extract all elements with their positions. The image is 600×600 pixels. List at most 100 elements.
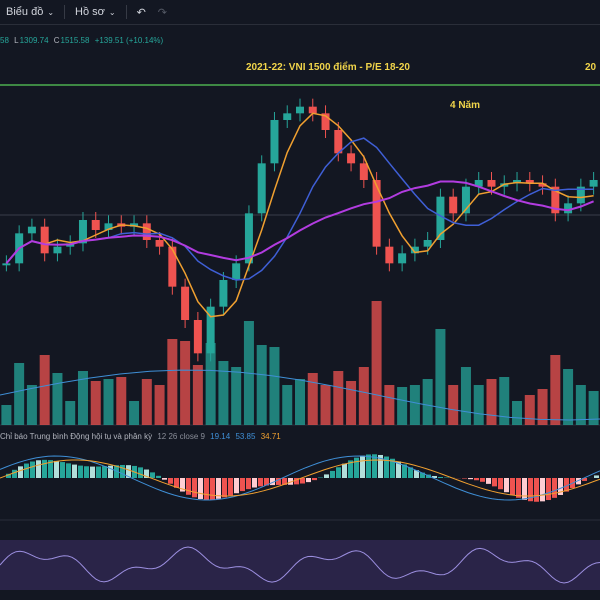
candle-body: [589, 180, 598, 187]
chevron-down-icon: ⌄: [47, 7, 55, 17]
macd-histogram-bar: [414, 470, 419, 478]
volume-bar: [231, 367, 242, 425]
macd-histogram-bar: [372, 454, 377, 478]
volume-bar: [346, 381, 357, 425]
macd-histogram-bar: [138, 467, 143, 478]
macd-histogram-bar: [204, 478, 209, 500]
signal-line: [0, 459, 600, 497]
macd-histogram-bar: [312, 478, 317, 481]
redo-button[interactable]: ↷: [152, 0, 173, 24]
candle-body: [410, 246, 419, 254]
macd-histogram-bar: [336, 467, 341, 478]
macd-histogram-bar: [384, 456, 389, 478]
macd-histogram-bar: [198, 478, 203, 499]
period-annotation: 2021-22: VNI 1500 điểm - P/E 18-20: [246, 62, 410, 73]
volume-bar: [409, 385, 420, 425]
candle-body: [257, 163, 266, 214]
chart-toolbar: Biểu đồ ⌄ Hồ sơ ⌄ ↶ ↷: [0, 0, 600, 25]
candle-body: [347, 153, 356, 164]
macd-histogram-bar: [396, 461, 401, 478]
macd-histogram-bar: [168, 478, 173, 484]
macd-histogram-bar: [276, 478, 281, 485]
macd-histogram-bar: [420, 472, 425, 478]
candle-body: [385, 246, 394, 264]
macd-histogram-bar: [552, 478, 557, 498]
macd-histogram-bar: [192, 478, 197, 498]
volume-bar: [218, 361, 229, 425]
volume-ma-line: [0, 369, 600, 421]
candle-body: [449, 196, 458, 214]
candle-body: [78, 220, 87, 244]
macd-title: Chỉ báo Trung bình Động hội tụ và phân k…: [0, 432, 153, 441]
macd-histogram-bar: [510, 478, 515, 496]
volume-bar: [1, 405, 12, 425]
cut-annotation: 20: [585, 62, 597, 73]
chart-menu-button[interactable]: Biểu đồ ⌄: [0, 0, 60, 24]
macd-histogram-bar: [6, 473, 11, 478]
macd-histogram-bar: [120, 464, 125, 478]
volume-bar: [563, 369, 574, 425]
candle-body: [372, 180, 381, 247]
macd-histogram-bar: [558, 478, 563, 495]
undo-button[interactable]: ↶: [131, 0, 152, 24]
macd-histogram-bar: [522, 478, 527, 500]
volume-bar: [486, 379, 497, 425]
macd-histogram-bar: [438, 476, 443, 478]
macd-histogram-bar: [36, 460, 41, 478]
volume-bar: [499, 377, 510, 425]
macd-histogram-bar: [294, 478, 299, 485]
macd-histogram-bar: [432, 476, 437, 478]
macd-histogram-bar: [390, 458, 395, 478]
macd-histogram-bar: [324, 474, 329, 478]
candle-body: [423, 240, 432, 247]
volume-bar: [26, 385, 37, 425]
candle-body: [206, 306, 215, 354]
volume-bar: [371, 301, 382, 425]
volume-bar: [422, 379, 433, 425]
volume-bar: [473, 385, 484, 425]
candle-body: [296, 106, 304, 114]
ma-slow-line: [5, 180, 594, 264]
volume-bar: [129, 401, 140, 425]
macd-histogram-bar: [594, 475, 599, 478]
signal-value: 53.85: [235, 432, 256, 441]
volume-bar: [205, 343, 216, 425]
candle-body: [40, 226, 49, 254]
macd-histogram-bar: [108, 465, 113, 478]
volume-bar: [588, 391, 599, 425]
macd-histogram-bar: [72, 464, 77, 478]
volume-bar: [333, 371, 344, 425]
candle-body: [487, 180, 496, 187]
macd-histogram-bar: [342, 463, 347, 478]
profile-menu-button[interactable]: Hồ sơ ⌄: [69, 0, 122, 24]
toolbar-divider: [125, 5, 127, 19]
macd-histogram-bar: [480, 478, 485, 482]
volume-bar: [77, 371, 88, 425]
macd-histogram-bar: [222, 478, 227, 498]
macd-histogram-bar: [288, 478, 293, 485]
macd-histogram-bar: [228, 478, 233, 496]
macd-histogram-bar: [150, 472, 155, 478]
macd-histogram-bar: [162, 478, 167, 480]
volume-bar: [39, 355, 50, 425]
candle-body: [551, 186, 560, 214]
macd-histogram-bar: [264, 478, 269, 486]
macd-histogram-bar: [240, 478, 245, 492]
candle-body: [27, 226, 36, 234]
macd-histogram-bar: [84, 466, 89, 478]
macd-histogram-bar: [486, 478, 491, 484]
ma-mid-line: [5, 137, 594, 281]
macd-histogram-bar: [144, 469, 149, 478]
macd-histogram-bar: [492, 478, 497, 487]
candle-body: [232, 263, 241, 280]
macd-histogram-bar: [210, 478, 215, 500]
volume-bar: [384, 385, 395, 425]
volume-bar: [116, 377, 127, 425]
volume-bar: [256, 345, 267, 425]
candle-body: [334, 130, 343, 154]
macd-histogram-bar: [270, 478, 275, 486]
candle-body: [168, 246, 177, 287]
macd-histogram-bar: [282, 478, 287, 485]
macd-histogram-bar: [300, 478, 305, 484]
